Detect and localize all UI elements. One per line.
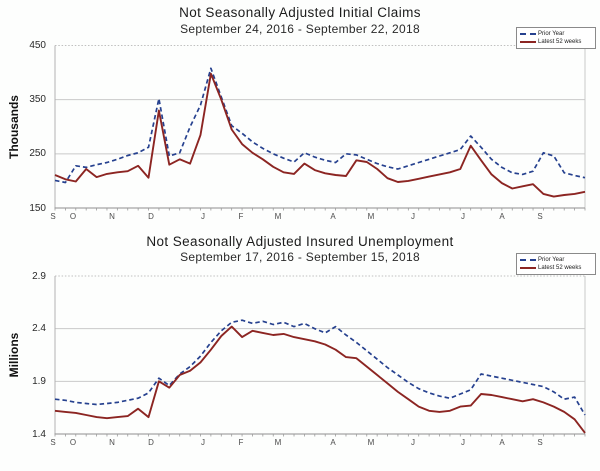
insured-unemployment-subtitle: September 17, 2016 - September 15, 2018: [180, 250, 420, 264]
y-tick-label: 2.9: [32, 270, 46, 282]
initial-claims-title: Not Seasonally Adjusted Initial Claims: [179, 5, 421, 20]
insured-unemployment-title: Not Seasonally Adjusted Insured Unemploy…: [146, 234, 454, 249]
latest-52-weeks-line: [54, 72, 586, 198]
prior-year-line: [54, 319, 586, 416]
x-tick-label: A: [499, 438, 505, 447]
x-tick-label: J: [201, 438, 205, 447]
initial-claims-legend: Prior Year Latest 52 weeks: [516, 27, 596, 49]
x-tick-label: N: [109, 212, 115, 221]
y-axis-unit-millions: Millions: [7, 332, 21, 378]
x-tick-label: F: [238, 438, 244, 447]
x-tick-label: D: [148, 212, 154, 221]
legend-row-prior-year: Prior Year: [520, 30, 592, 38]
y-tick-label: 1.4: [32, 428, 46, 440]
legend-row-latest-52-weeks: Latest 52 weeks: [520, 38, 592, 46]
y-tick-label: 350: [29, 94, 46, 106]
y-tick-label: 250: [29, 148, 46, 160]
x-tick-label: M: [367, 438, 375, 447]
legend-label-prior-year: Prior Year: [538, 256, 565, 263]
legend-label-latest-52-weeks: Latest 52 weeks: [538, 264, 582, 271]
x-tick-label: M: [367, 212, 375, 221]
x-tick-label: J: [461, 438, 465, 447]
solid-line-icon: [520, 267, 536, 269]
x-tick-label: J: [201, 212, 205, 221]
x-tick-label: A: [330, 438, 336, 447]
legend-row-latest-52-weeks: Latest 52 weeks: [520, 264, 592, 272]
solid-line-icon: [520, 41, 536, 43]
y-tick-label: 2.4: [32, 323, 46, 335]
x-tick-label: S: [537, 438, 543, 447]
x-tick-label: S: [537, 212, 543, 221]
legend-label-prior-year: Prior Year: [538, 30, 565, 37]
initial-claims-subtitle: September 24, 2016 - September 22, 2018: [180, 22, 420, 36]
legend-label-latest-52-weeks: Latest 52 weeks: [538, 38, 582, 45]
dashed-line-icon: [520, 33, 536, 35]
x-tick-label: A: [499, 212, 505, 221]
x-tick-label: N: [109, 438, 115, 447]
x-tick-label: J: [411, 438, 415, 447]
x-tick-label: J: [461, 212, 465, 221]
x-tick-label: J: [411, 212, 415, 221]
x-tick-label: M: [274, 438, 282, 447]
latest-52-weeks-line: [54, 325, 586, 434]
y-tick-label: 1.9: [32, 375, 46, 387]
dashed-line-icon: [520, 259, 536, 261]
y-tick-label: 150: [29, 202, 46, 214]
x-tick-label: A: [330, 212, 336, 221]
x-tick-label: O: [69, 438, 77, 447]
x-tick-label: F: [238, 212, 244, 221]
x-tick-label: D: [148, 438, 154, 447]
x-tick-label: O: [69, 212, 77, 221]
y-axis-unit-thousands: Thousands: [7, 95, 21, 160]
insured-unemployment-legend: Prior Year Latest 52 weeks: [516, 253, 596, 275]
y-tick-label: 450: [29, 40, 46, 51]
x-tick-label: M: [274, 212, 282, 221]
x-tick-label: S: [50, 212, 56, 221]
legend-row-prior-year: Prior Year: [520, 256, 592, 264]
x-tick-label: S: [50, 438, 56, 447]
prior-year-line: [54, 67, 586, 184]
